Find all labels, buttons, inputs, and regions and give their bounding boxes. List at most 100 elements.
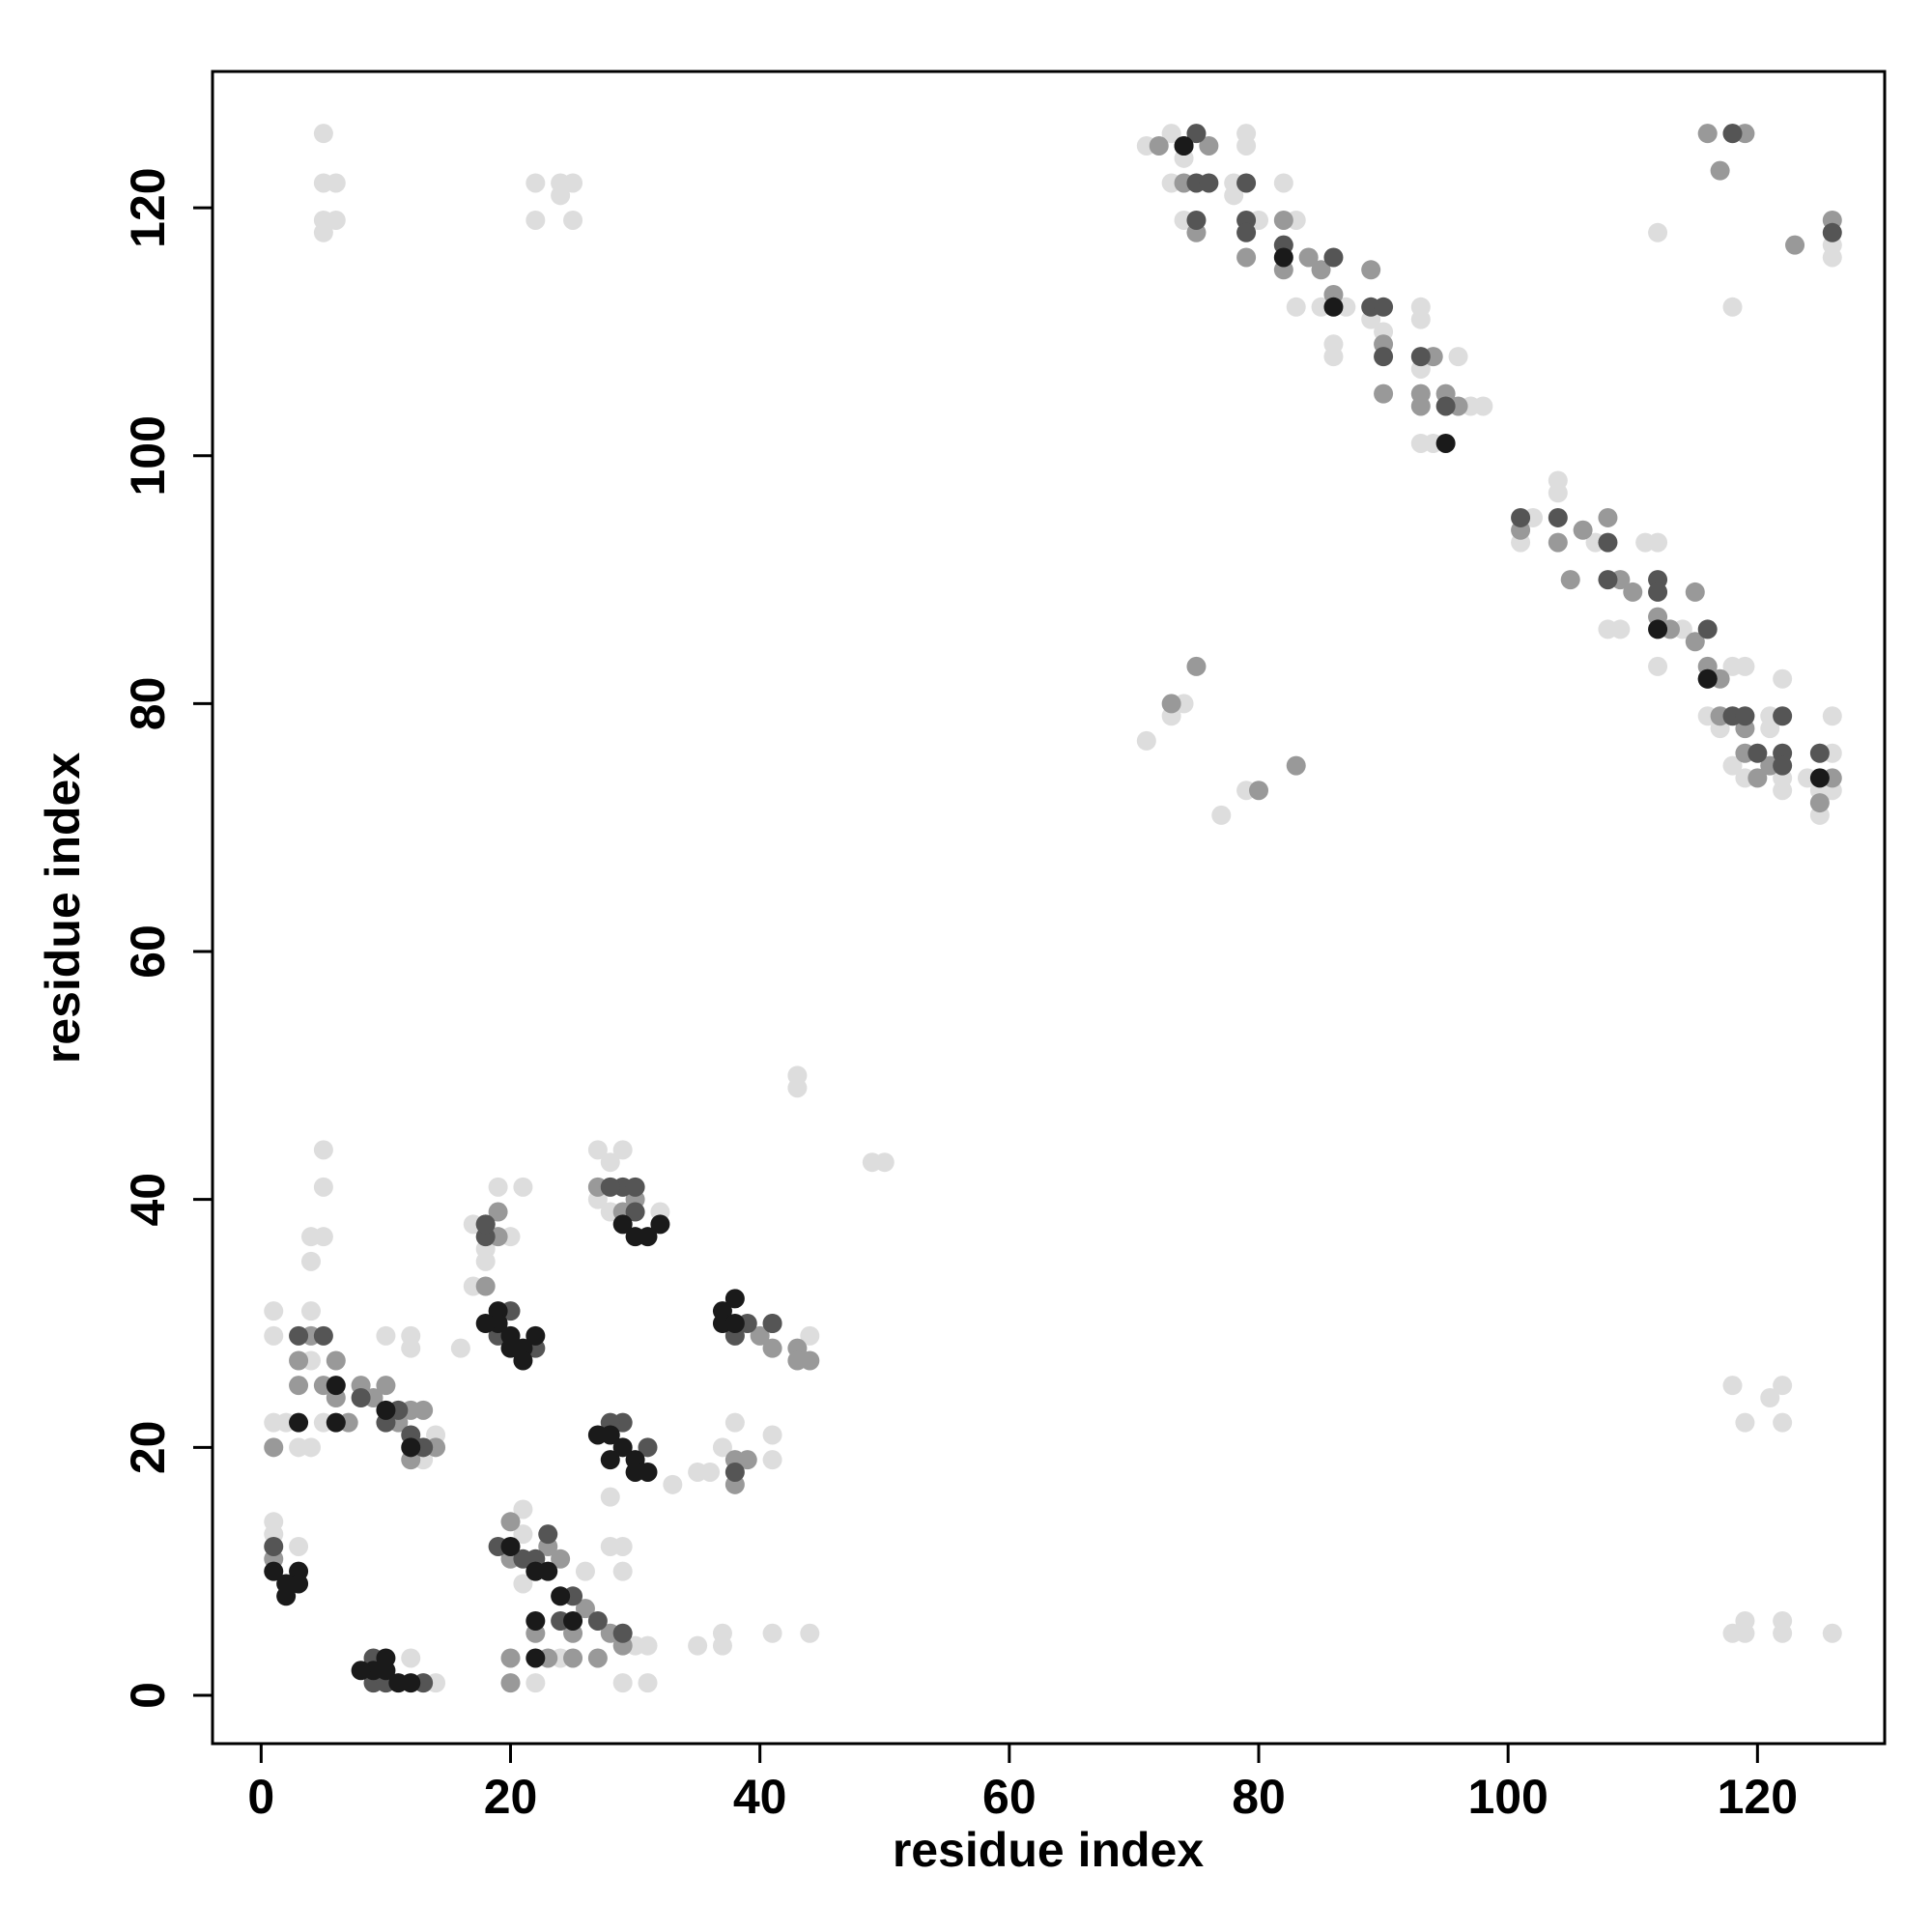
contact-point <box>1623 582 1643 602</box>
contact-point <box>313 124 333 144</box>
contact-point <box>1186 210 1207 230</box>
contact-point <box>538 1561 558 1581</box>
contact-point <box>551 1548 571 1569</box>
contact-point <box>526 1673 546 1693</box>
contact-point <box>526 173 546 193</box>
contact-point <box>638 1462 658 1482</box>
contact-point <box>513 1574 533 1594</box>
contact-point <box>450 1338 470 1358</box>
contact-point <box>1809 743 1830 763</box>
contact-point <box>401 1648 421 1668</box>
x-tick-label: 120 <box>1718 1770 1798 1824</box>
contact-point <box>600 1487 620 1507</box>
contact-point <box>1161 124 1181 144</box>
contact-point <box>1735 1623 1755 1643</box>
contact-point <box>600 1177 620 1197</box>
contact-point <box>1161 694 1181 714</box>
contact-point <box>1610 619 1631 639</box>
contact-point <box>1273 210 1293 230</box>
contact-point <box>650 1214 670 1235</box>
y-tick-label: 80 <box>121 677 175 731</box>
contact-point <box>264 1325 284 1346</box>
contact-point <box>1149 135 1169 156</box>
contact-point <box>526 1610 546 1631</box>
contact-point <box>289 1376 309 1396</box>
x-tick-label: 40 <box>733 1770 787 1824</box>
contact-point <box>1361 260 1381 280</box>
contact-point <box>289 1412 309 1433</box>
contact-point <box>1273 247 1293 268</box>
contact-point <box>787 1350 808 1371</box>
contact-point <box>587 1140 608 1160</box>
contact-point <box>313 222 333 242</box>
contact-point <box>500 1648 521 1668</box>
contact-point <box>1648 656 1668 676</box>
contact-point <box>313 1140 333 1160</box>
contact-point <box>401 1338 421 1358</box>
contact-point <box>500 1536 521 1556</box>
contact-point <box>1809 793 1830 813</box>
contact-point <box>300 1251 321 1271</box>
contact-point <box>1722 1376 1743 1396</box>
y-tick-label: 0 <box>121 1682 175 1709</box>
contact-point <box>1710 160 1730 181</box>
contact-point <box>1410 396 1431 416</box>
contact-point <box>376 1661 396 1681</box>
contact-point <box>475 1276 496 1296</box>
plot-area <box>264 124 1842 1693</box>
contact-point <box>1548 532 1568 553</box>
contact-point <box>326 210 346 230</box>
contact-point <box>289 1536 309 1556</box>
contact-point <box>1174 135 1194 156</box>
contact-point <box>612 1561 633 1581</box>
contact-point <box>551 1586 571 1606</box>
contact-point <box>638 1437 658 1458</box>
contact-point <box>587 1425 608 1445</box>
contact-point <box>1598 570 1618 590</box>
contact-point <box>1760 1387 1780 1407</box>
contact-point <box>1747 768 1768 788</box>
contact-point <box>488 1202 508 1222</box>
contact-point <box>612 1623 633 1643</box>
contact-point <box>1548 483 1568 503</box>
contact-point <box>264 1512 284 1532</box>
y-tick-label: 20 <box>121 1421 175 1475</box>
contact-point <box>563 1610 583 1631</box>
contact-point <box>1323 247 1344 268</box>
contact-point <box>475 1251 496 1271</box>
contact-point <box>1773 1412 1793 1433</box>
contact-point <box>1760 719 1780 739</box>
y-tick-label: 60 <box>121 924 175 979</box>
y-axis-title: residue index <box>36 753 90 1065</box>
contact-point <box>1697 124 1718 144</box>
contact-point <box>413 1400 434 1420</box>
contact-point <box>1822 222 1842 242</box>
contact-point <box>1560 570 1580 590</box>
contact-point <box>724 1289 745 1309</box>
contact-point <box>1648 619 1668 639</box>
contact-point <box>1298 247 1319 268</box>
x-tick-label: 20 <box>484 1770 538 1824</box>
contact-point <box>1374 384 1394 404</box>
contact-point <box>1773 1376 1793 1396</box>
contact-point <box>1648 582 1668 602</box>
contact-point <box>612 1536 633 1556</box>
contact-point <box>663 1474 683 1494</box>
contact-point <box>488 1177 508 1197</box>
contact-point <box>612 1140 633 1160</box>
contact-point <box>1374 347 1394 367</box>
contact-point <box>625 1202 645 1222</box>
contact-point <box>712 1635 732 1656</box>
contact-point <box>1211 805 1232 825</box>
contact-point <box>1735 656 1755 676</box>
contact-point <box>1773 1623 1793 1643</box>
contact-point <box>575 1561 595 1581</box>
contact-point <box>1410 309 1431 329</box>
contact-point <box>326 1376 346 1396</box>
contact-point <box>1548 507 1568 527</box>
contact-point <box>1136 730 1156 751</box>
contact-point <box>1685 632 1705 652</box>
